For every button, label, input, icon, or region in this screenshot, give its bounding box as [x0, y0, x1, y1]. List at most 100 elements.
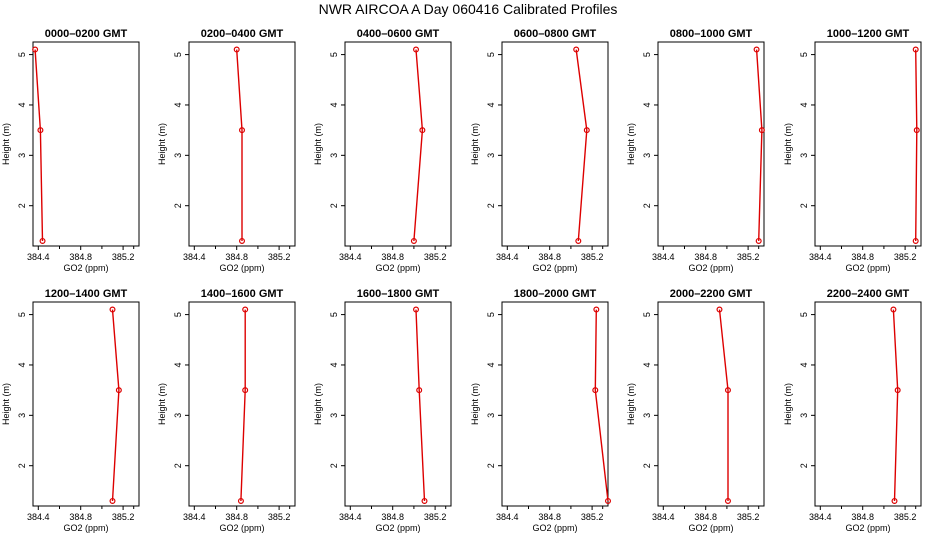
x-tick-label: 384.4: [183, 512, 206, 522]
data-point: [413, 306, 420, 313]
y-axis-label: Height (m): [1, 123, 11, 165]
y-tick-label: 2: [486, 203, 496, 208]
x-axis-label: GO2 (ppm): [375, 523, 420, 533]
panel-5: 0800–1000 GMT 384.4 384.8 385.2 2 3 4 5 GO2 (ppm…: [626, 28, 765, 273]
y-tick-label: 3: [486, 413, 496, 418]
y-tick-label: 4: [173, 362, 183, 367]
profile-line: [718, 309, 729, 501]
data-point: [912, 237, 919, 244]
panel-title: 2200–2400 GMT: [827, 288, 910, 300]
data-point: [583, 127, 590, 134]
x-tick-label: 384.4: [809, 512, 832, 522]
panel-title: 1400–1600 GMT: [201, 288, 284, 300]
data-point: [421, 497, 428, 504]
y-axis-label: Height (m): [626, 123, 636, 165]
x-tick-label: 384.8: [851, 512, 874, 522]
data-point: [416, 387, 423, 394]
y-tick-label: 2: [486, 463, 496, 468]
y-tick-label: 5: [17, 52, 27, 57]
x-tick-label: 384.4: [652, 252, 675, 262]
y-tick-label: 3: [642, 413, 652, 418]
panel-title: 2000–2200 GMT: [670, 288, 753, 300]
y-axis-label: Height (m): [783, 383, 793, 425]
y-tick-label: 3: [486, 153, 496, 158]
data-point: [242, 306, 249, 313]
plot-frame: [501, 41, 609, 247]
data-point: [419, 127, 426, 134]
x-tick-label: 384.8: [538, 252, 561, 262]
x-tick-label: 385.2: [894, 512, 917, 522]
panel-title: 1600–1800 GMT: [357, 288, 440, 300]
data-point: [410, 237, 417, 244]
data-point: [233, 46, 240, 53]
y-tick-label: 4: [173, 102, 183, 107]
panel-7: 1200–1400 GMT 384.4 384.8 385.2 2 3 4 5 GO2 (ppm…: [1, 288, 140, 533]
profile-line: [236, 49, 243, 241]
x-axis-label: GO2 (ppm): [63, 263, 108, 273]
panel-title: 1000–1200 GMT: [827, 28, 910, 40]
x-axis-label: GO2 (ppm): [845, 263, 890, 273]
data-point: [913, 127, 920, 134]
y-tick-label: 5: [329, 312, 339, 317]
y-tick-label: 3: [799, 413, 809, 418]
plot-frame: [814, 301, 922, 507]
x-axis-label: GO2 (ppm): [375, 263, 420, 273]
x-axis-label: GO2 (ppm): [845, 523, 890, 533]
profile-line: [892, 309, 899, 502]
x-tick-label: 385.2: [737, 512, 760, 522]
panel-10: 1800–2000 GMT 384.4 384.8 385.2 2 3 4 5 GO2 (ppm…: [470, 288, 611, 533]
data-point: [890, 306, 897, 313]
y-axis-label: Height (m): [157, 383, 167, 425]
y-axis-label: Height (m): [470, 383, 480, 425]
x-tick-label: 384.4: [27, 252, 50, 262]
x-tick-label: 384.4: [339, 252, 362, 262]
data-point: [592, 387, 599, 394]
y-tick-label: 3: [17, 413, 27, 418]
y-tick-label: 3: [642, 153, 652, 158]
data-point: [573, 46, 580, 53]
panel-title: 0200–0400 GMT: [201, 28, 284, 40]
x-axis-label: GO2 (ppm): [532, 263, 577, 273]
y-tick-label: 3: [329, 153, 339, 158]
x-tick-label: 384.8: [381, 252, 404, 262]
y-tick-label: 3: [17, 153, 27, 158]
y-tick-label: 2: [17, 203, 27, 208]
y-tick-label: 4: [799, 362, 809, 367]
x-tick-label: 384.8: [538, 512, 561, 522]
x-tick-label: 384.8: [851, 252, 874, 262]
y-tick-label: 4: [486, 362, 496, 367]
y-tick-label: 5: [173, 52, 183, 57]
panel-1: 0000–0200 GMT 384.4 384.8 385.2 2 3 4 5 GO2 (ppm…: [1, 28, 140, 273]
x-tick-label: 385.2: [894, 252, 917, 262]
y-tick-label: 5: [799, 312, 809, 317]
data-point: [39, 237, 46, 244]
plot-frame: [501, 301, 609, 507]
data-point: [604, 497, 611, 504]
y-tick-label: 5: [642, 312, 652, 317]
panel-grid: 0000–0200 GMT 384.4 384.8 385.2 2 3 4 5 GO2 (ppm…: [1, 28, 922, 533]
y-tick-label: 2: [173, 463, 183, 468]
plot-frame: [344, 301, 452, 507]
data-point: [593, 306, 600, 313]
panel-title: 0000–0200 GMT: [45, 28, 128, 40]
data-point: [37, 127, 44, 134]
y-axis-label: Height (m): [470, 123, 480, 165]
data-point: [237, 497, 244, 504]
x-tick-label: 385.2: [581, 512, 604, 522]
plot-frame: [32, 41, 140, 247]
y-tick-label: 2: [329, 463, 339, 468]
x-tick-label: 384.8: [225, 252, 248, 262]
data-point: [755, 237, 762, 244]
y-tick-label: 2: [173, 203, 183, 208]
y-axis-label: Height (m): [313, 383, 323, 425]
panel-9: 1600–1800 GMT 384.4 384.8 385.2 2 3 4 5 GO2 (ppm…: [313, 288, 452, 533]
profile-line: [240, 309, 246, 502]
y-tick-label: 4: [486, 102, 496, 107]
data-point: [724, 497, 731, 504]
y-tick-label: 3: [173, 153, 183, 158]
panel-title: 0800–1000 GMT: [670, 28, 753, 40]
x-tick-label: 385.2: [581, 252, 604, 262]
y-tick-label: 2: [329, 203, 339, 208]
data-point: [109, 306, 116, 313]
